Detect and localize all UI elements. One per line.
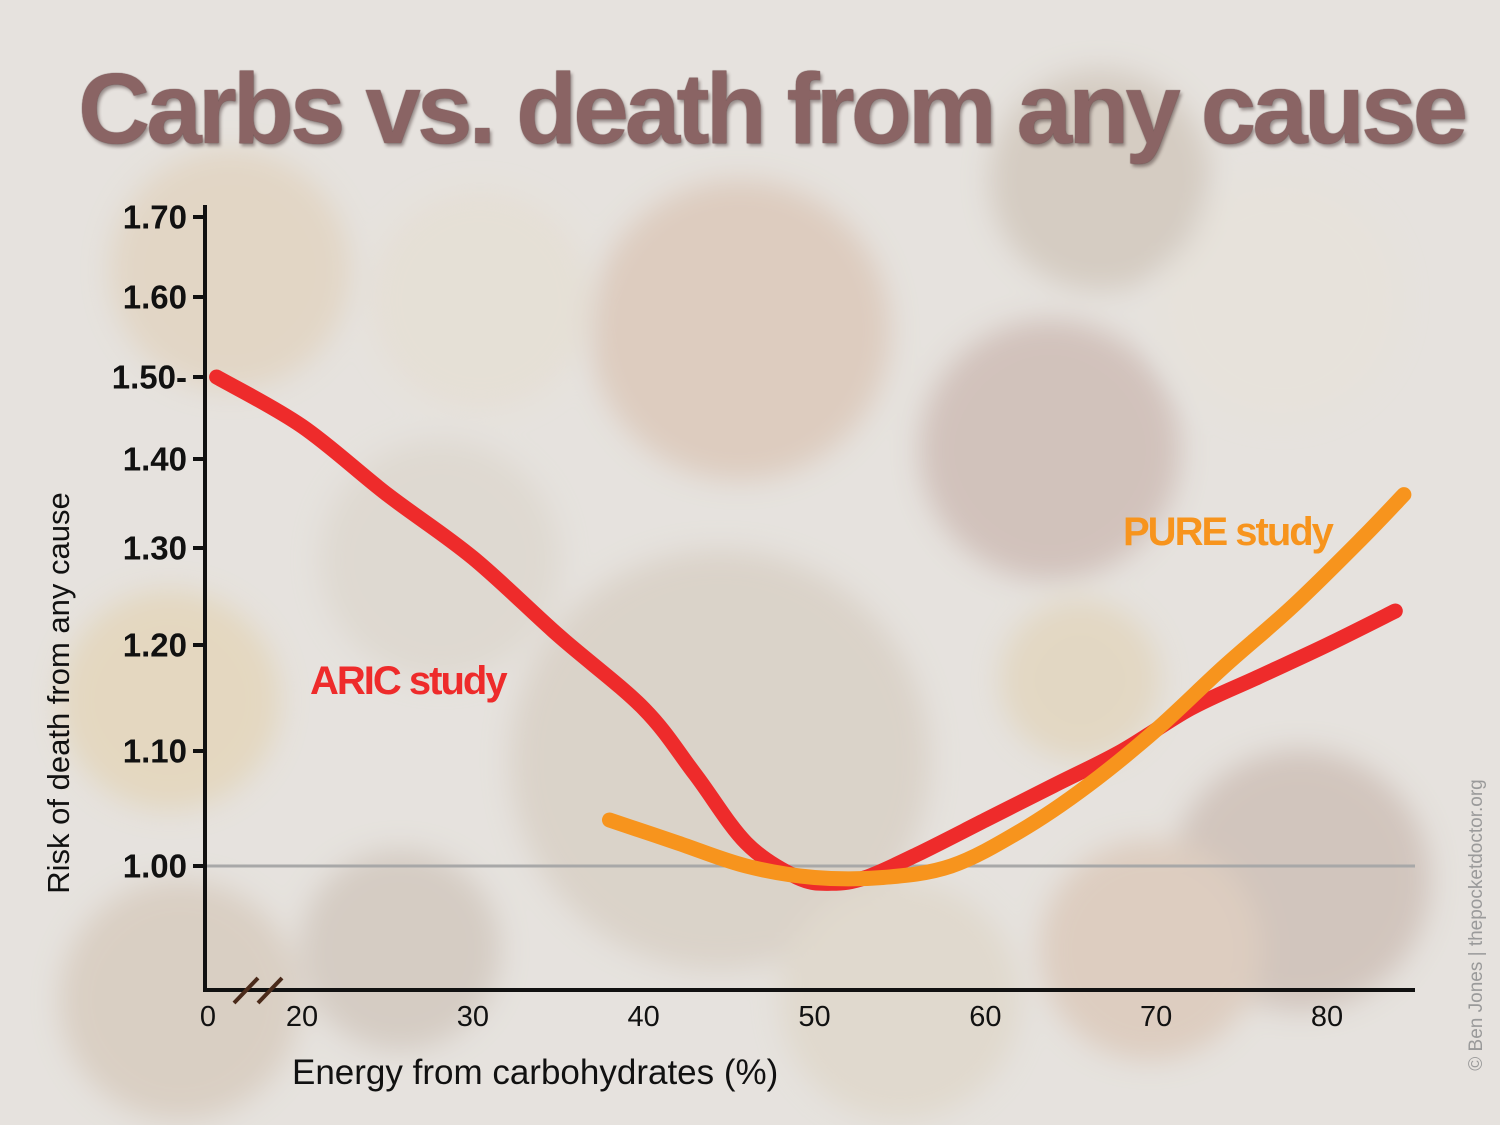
x-tick-label: 70 xyxy=(1140,1001,1172,1033)
y-tick-label: 1.70 xyxy=(123,199,187,236)
x-tick-label: 20 xyxy=(286,1001,318,1033)
y-tick-label: 1.40 xyxy=(123,441,187,478)
x-tick-label: 60 xyxy=(969,1001,1001,1033)
chart-title: Carbs vs. death from any cause xyxy=(78,53,1468,165)
pure-study-label: PURE study xyxy=(1123,510,1335,554)
y-tick-label: 1.30 xyxy=(123,530,187,567)
x-tick-label: 40 xyxy=(628,1001,660,1033)
axis-break-mark xyxy=(232,976,260,1005)
y-tick-label: 1.20 xyxy=(123,627,187,664)
y-tick-label: 1.00 xyxy=(123,848,187,885)
y-axis-label: Risk of death from any cause xyxy=(41,492,76,894)
y-tick-label: 1.50- xyxy=(112,359,187,396)
y-tick-label: 1.60 xyxy=(123,279,187,316)
aric-study-line xyxy=(209,369,1403,891)
axis-break-mark xyxy=(256,976,284,1005)
x-axis-label: Energy from carbohydrates (%) xyxy=(292,1053,779,1092)
x-tick-label: 0 xyxy=(200,1001,216,1033)
credit-watermark: © Ben Jones | thepocketdoctor.org xyxy=(1466,779,1487,1071)
y-tick-label: 1.10 xyxy=(123,733,187,770)
x-tick-label: 80 xyxy=(1311,1001,1343,1033)
x-tick-label: 30 xyxy=(457,1001,489,1033)
x-tick-label: 50 xyxy=(798,1001,830,1033)
pure-study-line xyxy=(602,487,1412,887)
aric-study-label: ARIC study xyxy=(310,659,508,703)
